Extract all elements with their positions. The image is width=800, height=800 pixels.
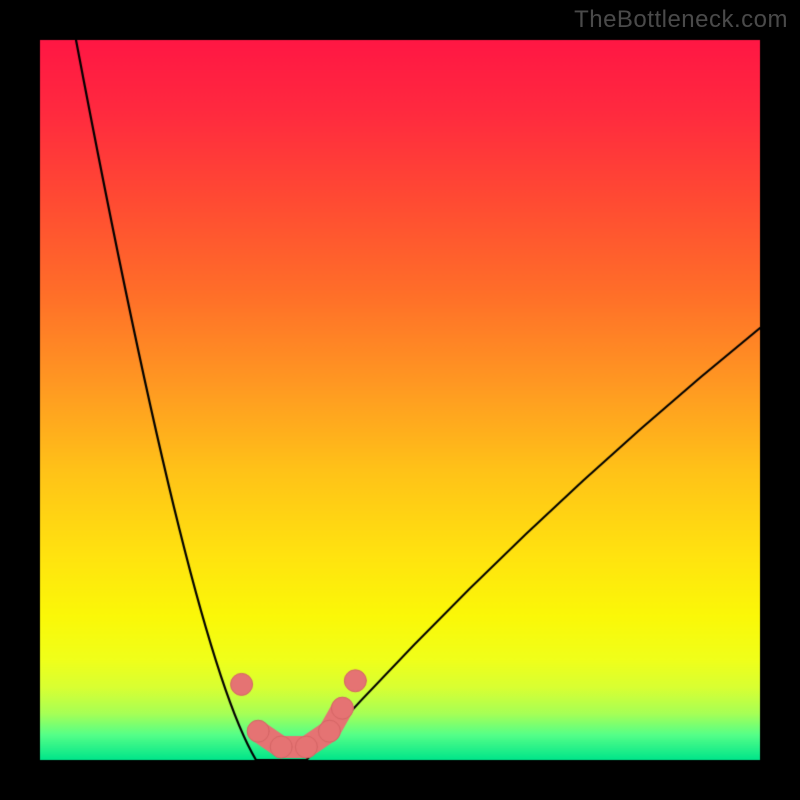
bottleneck-chart [0, 0, 800, 800]
